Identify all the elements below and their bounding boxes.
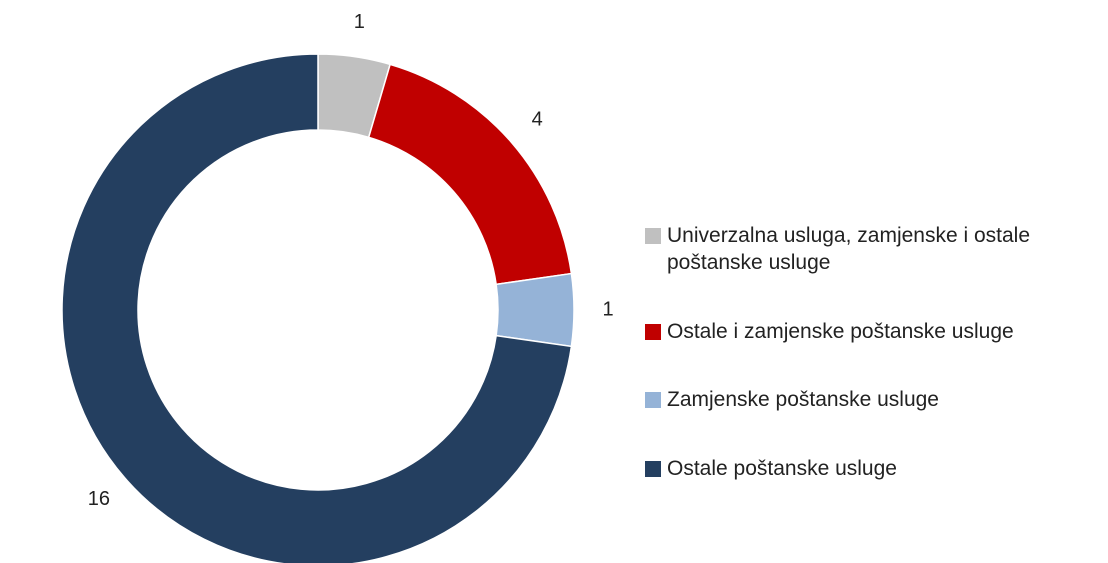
legend: Univerzalna usluga, zamjenske i ostale p… (645, 222, 1085, 482)
legend-item: Ostale poštanske usluge (645, 455, 1085, 482)
data-label: 4 (532, 108, 543, 130)
legend-item: Ostale i zamjenske poštanske usluge (645, 318, 1085, 345)
donut-slice (495, 272, 575, 348)
legend-label: Ostale poštanske usluge (667, 456, 897, 480)
donut-slice (61, 53, 573, 563)
donut-slice (367, 63, 573, 286)
data-label: 1 (354, 11, 365, 33)
legend-label: Zamjenske poštanske usluge (667, 388, 939, 412)
chart: 1 4 1 16 (61, 11, 614, 563)
legend-swatch (645, 460, 661, 477)
legend-item: Univerzalna usluga, zamjenske i ostale p… (645, 222, 1085, 276)
data-label: 16 (88, 488, 110, 510)
legend-label: Ostale i zamjenske poštanske usluge (667, 319, 1014, 343)
legend-swatch (645, 323, 661, 340)
data-label: 1 (602, 298, 613, 320)
legend-swatch (645, 228, 661, 244)
legend-swatch (645, 392, 661, 409)
legend-item: Zamjenske poštanske usluge (645, 386, 1085, 413)
legend-label: Univerzalna usluga, zamjenske i ostale p… (667, 224, 1031, 274)
